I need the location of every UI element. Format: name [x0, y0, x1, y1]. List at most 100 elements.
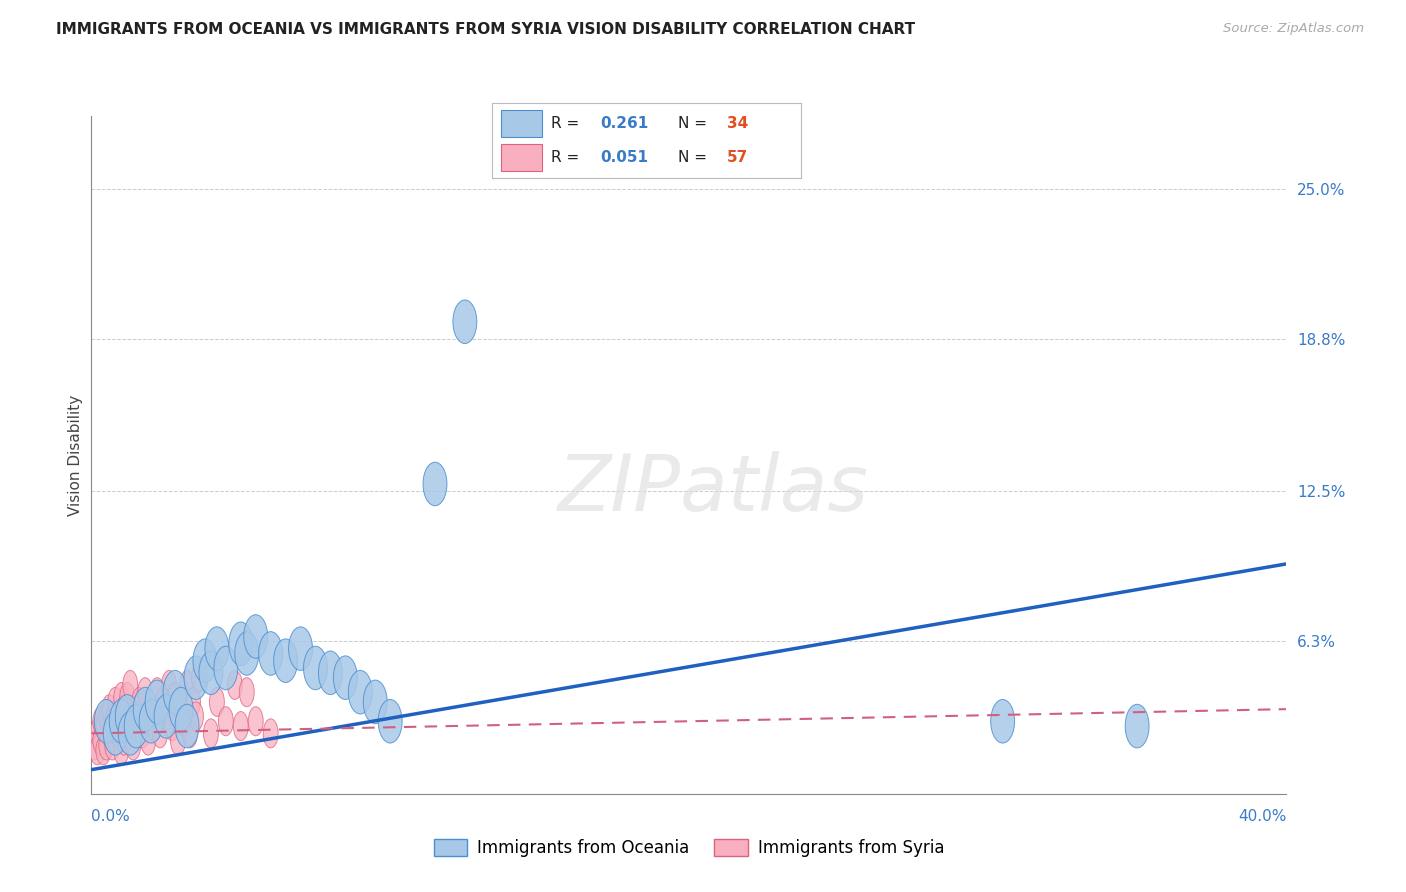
Text: N =: N = [678, 151, 711, 165]
Ellipse shape [184, 656, 208, 699]
Ellipse shape [214, 646, 238, 690]
Ellipse shape [110, 699, 134, 743]
Text: ZIPatlas: ZIPatlas [557, 450, 869, 527]
Ellipse shape [249, 706, 263, 736]
Ellipse shape [170, 726, 186, 756]
Ellipse shape [120, 719, 135, 747]
Ellipse shape [90, 736, 105, 764]
Ellipse shape [204, 719, 218, 747]
Ellipse shape [138, 706, 153, 736]
Ellipse shape [134, 688, 157, 731]
Text: IMMIGRANTS FROM OCEANIA VS IMMIGRANTS FROM SYRIA VISION DISABILITY CORRELATION C: IMMIGRANTS FROM OCEANIA VS IMMIGRANTS FR… [56, 22, 915, 37]
Ellipse shape [423, 462, 447, 506]
Text: 40.0%: 40.0% [1239, 809, 1286, 823]
Ellipse shape [145, 680, 169, 723]
Ellipse shape [114, 682, 129, 712]
Text: 57: 57 [727, 151, 748, 165]
Ellipse shape [90, 719, 105, 747]
Ellipse shape [139, 699, 163, 743]
Ellipse shape [167, 682, 183, 712]
Ellipse shape [165, 712, 180, 740]
Ellipse shape [101, 719, 117, 747]
Ellipse shape [200, 651, 222, 695]
Ellipse shape [229, 622, 253, 665]
Ellipse shape [153, 719, 167, 747]
Ellipse shape [104, 712, 127, 756]
Ellipse shape [1125, 705, 1149, 747]
Ellipse shape [138, 678, 153, 706]
Ellipse shape [122, 706, 138, 736]
Ellipse shape [111, 702, 125, 731]
Ellipse shape [105, 706, 120, 736]
Ellipse shape [318, 651, 343, 695]
Ellipse shape [191, 663, 207, 692]
Ellipse shape [117, 726, 132, 756]
Ellipse shape [228, 671, 242, 699]
Ellipse shape [141, 726, 156, 756]
Ellipse shape [243, 615, 267, 658]
Ellipse shape [274, 639, 298, 682]
Ellipse shape [239, 678, 254, 706]
Ellipse shape [159, 702, 173, 731]
Ellipse shape [143, 695, 159, 723]
Text: R =: R = [551, 116, 583, 131]
Ellipse shape [205, 627, 229, 671]
Ellipse shape [188, 702, 204, 731]
Ellipse shape [453, 300, 477, 343]
Y-axis label: Vision Disability: Vision Disability [67, 394, 83, 516]
Ellipse shape [304, 646, 328, 690]
Ellipse shape [117, 695, 132, 723]
Ellipse shape [122, 671, 138, 699]
Ellipse shape [111, 719, 125, 747]
Ellipse shape [132, 688, 146, 716]
Ellipse shape [101, 695, 117, 723]
Ellipse shape [93, 726, 108, 756]
Bar [502, 145, 541, 171]
Ellipse shape [186, 688, 201, 716]
Ellipse shape [125, 731, 141, 760]
Ellipse shape [235, 632, 259, 675]
Ellipse shape [174, 705, 200, 747]
Ellipse shape [163, 671, 187, 714]
Ellipse shape [183, 719, 197, 747]
Ellipse shape [96, 736, 111, 764]
Ellipse shape [129, 712, 143, 740]
Ellipse shape [96, 712, 111, 740]
Text: R =: R = [551, 151, 583, 165]
Text: 34: 34 [727, 116, 748, 131]
Ellipse shape [149, 678, 165, 706]
Ellipse shape [177, 706, 191, 736]
Ellipse shape [233, 712, 249, 740]
Ellipse shape [118, 712, 142, 756]
Ellipse shape [105, 731, 120, 760]
Ellipse shape [288, 627, 312, 671]
Ellipse shape [135, 719, 149, 747]
Bar [502, 111, 541, 136]
Ellipse shape [162, 671, 177, 699]
Ellipse shape [169, 688, 193, 731]
Ellipse shape [180, 671, 194, 699]
Ellipse shape [93, 706, 108, 736]
Ellipse shape [124, 705, 148, 747]
Text: 0.051: 0.051 [600, 151, 648, 165]
Ellipse shape [108, 688, 122, 716]
Ellipse shape [87, 731, 101, 760]
Text: N =: N = [678, 116, 711, 131]
Text: Source: ZipAtlas.com: Source: ZipAtlas.com [1223, 22, 1364, 36]
Ellipse shape [363, 680, 387, 723]
Ellipse shape [98, 702, 114, 731]
Ellipse shape [349, 671, 373, 714]
Ellipse shape [378, 699, 402, 743]
Text: 0.261: 0.261 [600, 116, 648, 131]
Ellipse shape [218, 706, 233, 736]
Ellipse shape [146, 712, 162, 740]
Ellipse shape [114, 736, 129, 764]
Ellipse shape [156, 688, 170, 716]
Ellipse shape [333, 656, 357, 699]
Ellipse shape [98, 731, 114, 760]
Text: 0.0%: 0.0% [91, 809, 131, 823]
Ellipse shape [155, 695, 179, 739]
Ellipse shape [209, 688, 225, 716]
Ellipse shape [263, 719, 278, 747]
Ellipse shape [115, 695, 139, 739]
